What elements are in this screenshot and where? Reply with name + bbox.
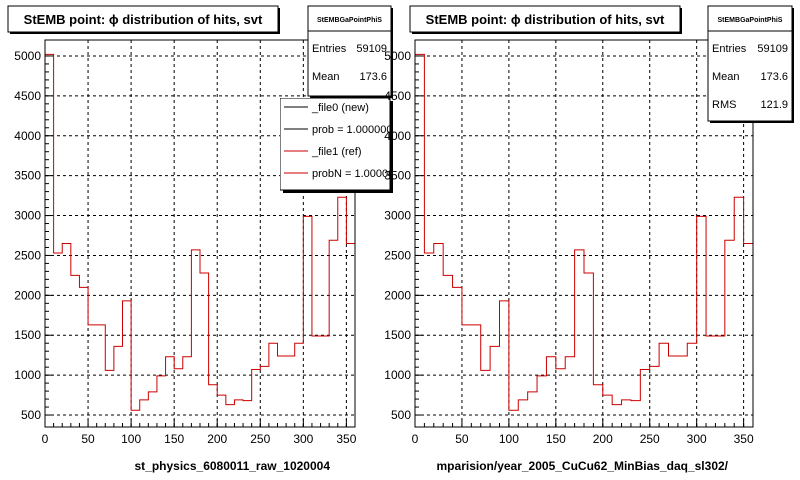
x-tick-label: 50 [455, 432, 469, 446]
y-tick-label: 1500 [14, 328, 41, 342]
x-axis-label: st_physics_6080011_raw_1020004 [134, 459, 330, 473]
x-tick-label: 200 [593, 432, 613, 446]
stats-name: StEMBGaPointPhiS [317, 17, 382, 24]
legend-entry-3: probN = 1.000000 [312, 168, 400, 180]
stats-value-mean: 173.6 [760, 71, 788, 83]
x-tick-label: 300 [687, 432, 707, 446]
x-tick-label: 250 [640, 432, 660, 446]
legend-entry-2: _file1 (ref) [311, 146, 362, 158]
chart-title: StEMB point: ϕ distribution of hits, svt [426, 12, 665, 27]
stats-label-mean: Mean [712, 71, 740, 83]
x-tick-label: 50 [81, 432, 95, 446]
stats-name: StEMBGaPointPhiS [718, 17, 783, 24]
stats-label-entries: Entries [312, 43, 347, 55]
y-tick-label: 4500 [14, 89, 41, 103]
x-tick-label: 250 [250, 432, 270, 446]
x-tick-label: 350 [336, 432, 356, 446]
plot-frame-border [44, 39, 356, 428]
stats-label-mean: Mean [312, 71, 340, 83]
x-tick-label: 200 [207, 432, 227, 446]
y-tick-label: 3500 [14, 169, 41, 183]
y-tick-label: 2000 [384, 288, 411, 302]
stats-box [707, 5, 793, 122]
plot-frame [414, 39, 754, 428]
y-tick-label: 5000 [14, 49, 41, 63]
y-tick-label: 500 [391, 408, 411, 422]
x-tick-label: 0 [412, 432, 419, 446]
y-tick-label: 1000 [14, 368, 41, 382]
x-tick-label: 0 [42, 432, 49, 446]
y-tick-label: 2000 [14, 288, 41, 302]
stats-label-entries: Entries [712, 43, 747, 55]
histogram-series-line [44, 53, 355, 427]
stats-value-entries: 59109 [356, 43, 387, 55]
title-box [7, 5, 279, 33]
x-tick-label: 100 [499, 432, 519, 446]
y-tick-label: 500 [21, 408, 41, 422]
y-tick-label: 1500 [384, 328, 411, 342]
y-tick-label: 4000 [14, 129, 41, 143]
legend-entry-0: _file0 (new) [311, 102, 369, 114]
y-tick-label: 5000 [384, 49, 411, 63]
chart-panel-2: 0 50 100 150 200 250 300 350 500 1000 1500 2000 2500… [384, 5, 794, 473]
x-tick-label: 150 [546, 432, 566, 446]
x-axis-label: mparision/year_2005_CuCu62_MinBias_daq_s… [437, 459, 729, 473]
y-tick-label: 3000 [14, 209, 41, 223]
stats-value-mean: 173.6 [359, 71, 387, 83]
x-tick-label: 150 [164, 432, 184, 446]
y-tick-label: 2500 [14, 248, 41, 262]
y-tick-label: 1000 [384, 368, 411, 382]
stats-value-rms: 121.9 [760, 99, 788, 111]
chart-title: StEMB point: ϕ distribution of hits, svt [24, 12, 263, 27]
y-tick-label: 2500 [384, 248, 411, 262]
y-tick-label: 4500 [384, 89, 411, 103]
stats-box [307, 5, 392, 97]
y-tick-label: 3000 [384, 209, 411, 223]
y-tick-label: 3500 [384, 169, 411, 183]
legend-entry-1: prob = 1.000000 [312, 124, 392, 136]
title-box [409, 5, 681, 33]
x-tick-label: 350 [734, 432, 754, 446]
histogram-series-line [414, 53, 753, 427]
y-tick-label: 4000 [384, 129, 411, 143]
stats-value-entries: 59109 [757, 43, 788, 55]
legend-box [280, 98, 391, 191]
stats-label-rms: RMS [712, 99, 736, 111]
x-tick-label: 300 [293, 432, 313, 446]
x-tick-label: 100 [121, 432, 141, 446]
chart-panel-1: 0 50 100 150 200 250 300 350 500 1000 1500 2000 2500… [7, 5, 400, 473]
plot-frame-border [414, 39, 754, 428]
legend: _file0 (new) prob = 1.000000 _file1 (ref) p… [280, 98, 400, 193]
